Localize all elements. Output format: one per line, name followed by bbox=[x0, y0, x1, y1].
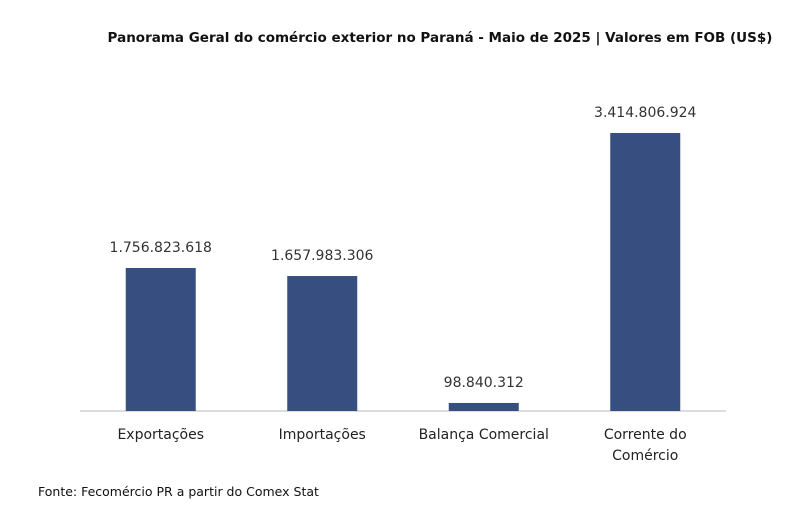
value-label: 1.657.983.306 bbox=[271, 248, 374, 265]
value-label: 3.414.806.924 bbox=[594, 105, 697, 121]
value-label: 1.756.823.618 bbox=[109, 239, 212, 256]
bar bbox=[448, 402, 519, 411]
value-label: 98.840.312 bbox=[443, 374, 524, 391]
bar bbox=[125, 267, 196, 411]
bar bbox=[610, 133, 681, 411]
x-tick-label: Importações bbox=[278, 427, 366, 443]
bar bbox=[287, 276, 358, 411]
source-note: Fonte: Fecomércio PR a partir do Comex S… bbox=[38, 484, 319, 499]
chart-title: Panorama Geral do comércio exterior no P… bbox=[107, 30, 773, 46]
x-tick-label: Exportações bbox=[117, 427, 205, 443]
x-tick-label: Corrente do Comércio bbox=[603, 427, 687, 464]
x-tick-label: Balança Comercial bbox=[418, 427, 549, 443]
